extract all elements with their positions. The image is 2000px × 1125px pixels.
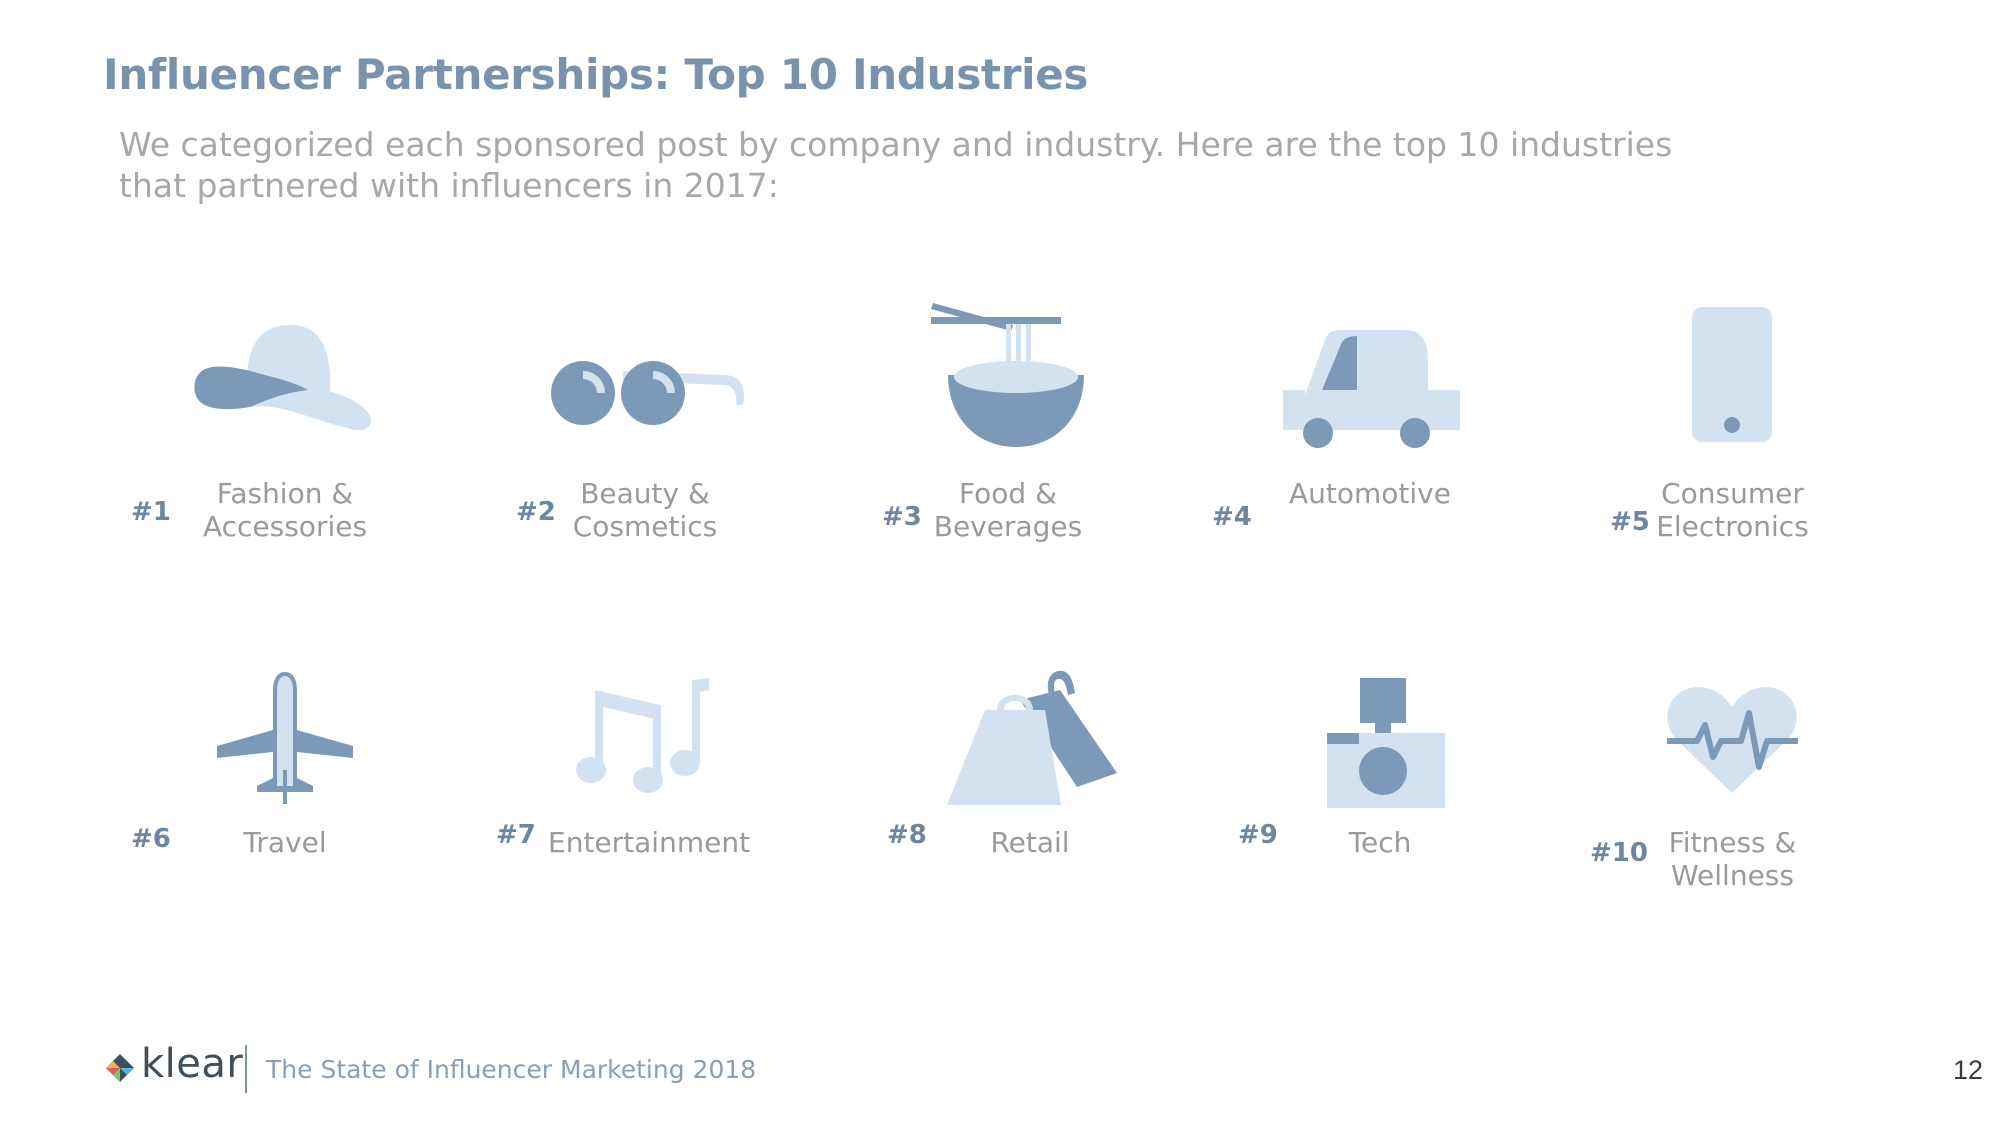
brand-name: klear [141, 1041, 244, 1087]
industry-label: Automotive [1289, 477, 1451, 510]
footer-divider [245, 1045, 247, 1093]
smartphone-icon [1692, 307, 1772, 442]
rank-badge: #1 [131, 497, 171, 527]
airplane-icon [217, 672, 353, 804]
report-title: The State of Influencer Marketing 2018 [266, 1055, 757, 1084]
industry-label: Consumer Electronics [1656, 477, 1809, 543]
page-subtitle: We categorized each sponsored post by co… [119, 125, 1673, 205]
music-notes-icon [576, 678, 709, 793]
klear-logo-icon [106, 1054, 134, 1082]
rank-badge: #2 [516, 497, 556, 527]
noodle-bowl-icon [931, 303, 1084, 447]
heartbeat-icon [1667, 687, 1798, 793]
rank-badge: #4 [1212, 502, 1252, 532]
industry-label: Fitness & Wellness [1668, 826, 1797, 892]
rank-badge: #3 [882, 502, 922, 532]
rank-badge: #8 [887, 820, 927, 850]
sunglasses-icon [551, 361, 745, 425]
hat-icon [194, 325, 372, 431]
industry-label: Fashion & Accessories [202, 477, 368, 543]
industry-label: Food & Beverages [933, 477, 1083, 543]
page-number: 12 [1952, 1055, 1983, 1085]
car-icon [1283, 330, 1460, 448]
industry-label: Entertainment [548, 826, 751, 859]
page-footer: klear The State of Influencer Marketing … [103, 1041, 1983, 1095]
industry-label: Retail [990, 826, 1070, 859]
industry-label: Beauty & Cosmetics [572, 477, 718, 543]
page-title: Influencer Partnerships: Top 10 Industri… [103, 50, 1089, 99]
rank-badge: #10 [1590, 838, 1648, 868]
rank-badge: #9 [1238, 820, 1278, 850]
shopping-bags-icon [947, 670, 1117, 805]
industry-label: Travel [243, 826, 327, 859]
rank-badge: #7 [496, 820, 536, 850]
industry-label: Tech [1348, 826, 1412, 859]
rank-badge: #5 [1610, 507, 1650, 537]
camera-icon [1327, 678, 1445, 808]
rank-badge: #6 [131, 824, 171, 854]
